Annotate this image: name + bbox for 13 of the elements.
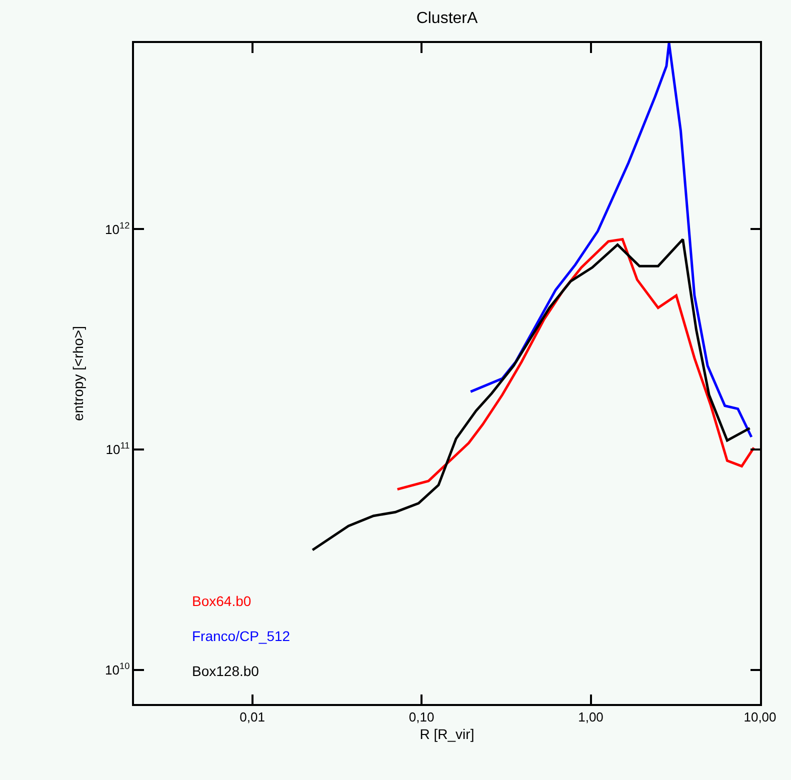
chart-title: ClusterA bbox=[416, 10, 478, 28]
x-tick-label: 1,00 bbox=[578, 709, 604, 724]
x-tick-label: 0,01 bbox=[240, 709, 265, 724]
text: Franco/CP_512 bbox=[192, 628, 290, 644]
x-tick-label: 10,00 bbox=[744, 709, 776, 724]
y-axis-title: entropy [<rho>] bbox=[70, 326, 86, 421]
y-tick-label: 10$^{11}$ bbox=[106, 440, 130, 458]
y-tick-label: 10$^{12}$ bbox=[105, 220, 130, 237]
text: Box128.b0 bbox=[192, 663, 260, 679]
text: Box64.b0 bbox=[192, 593, 252, 609]
x-tick-label: 0,10 bbox=[408, 709, 434, 724]
y-tick-label: 10$^{10}$ bbox=[105, 660, 130, 678]
x-axis-title: R [R_vir] bbox=[420, 726, 474, 742]
